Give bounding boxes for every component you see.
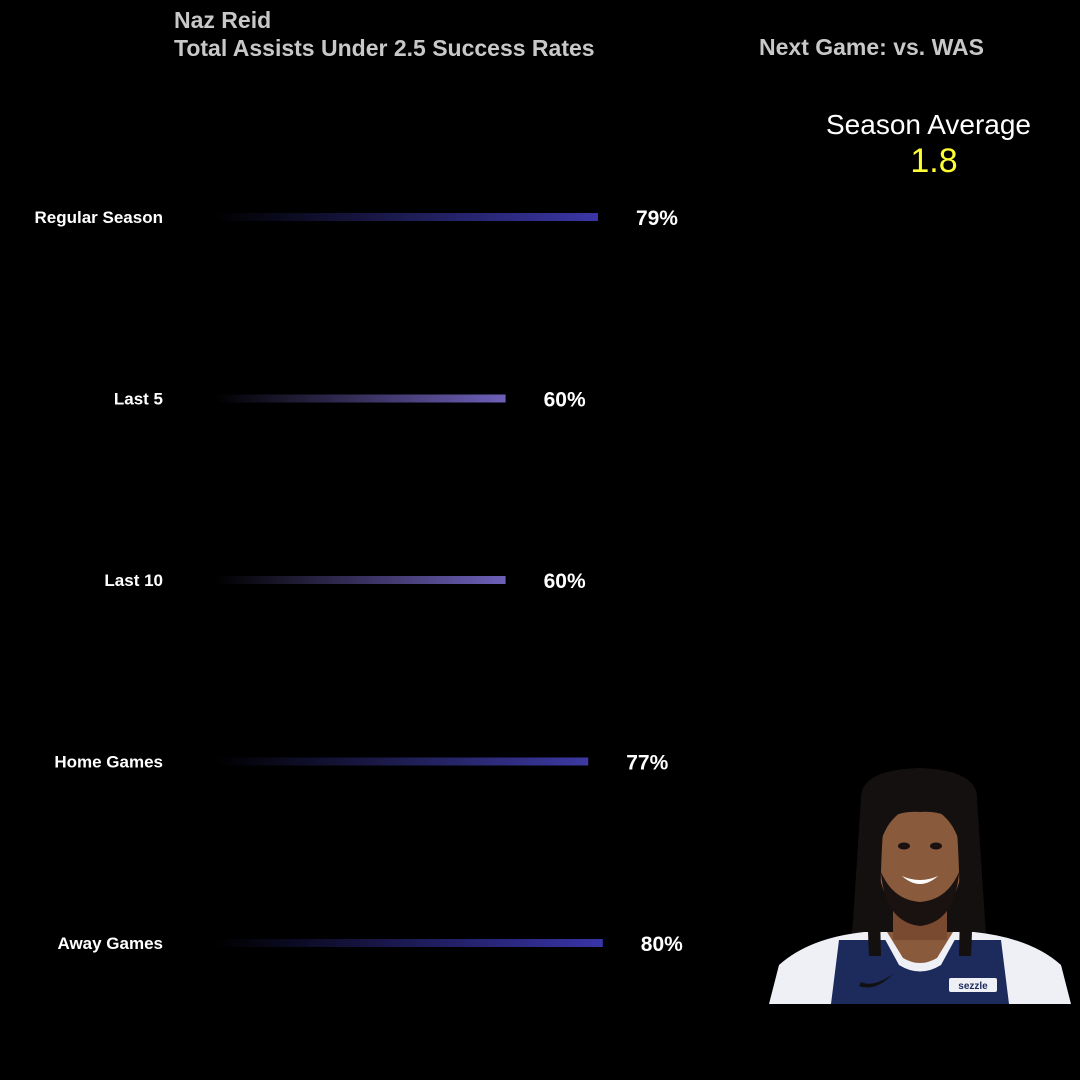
bar-0: [214, 213, 598, 221]
value-label-1: 60%: [544, 389, 586, 412]
chart-title: Naz Reid Total Assists Under 2.5 Success…: [174, 6, 595, 62]
bar-2: [214, 576, 506, 584]
value-label-0: 79%: [636, 207, 678, 230]
bar-3: [214, 757, 589, 766]
value-label-3: 77%: [626, 752, 668, 775]
category-label-1: Last 5: [114, 390, 163, 409]
season-average-value: 1.8: [910, 142, 958, 180]
player-headshot-icon: sezzle: [769, 768, 1071, 1004]
season-average-label: Season Average: [826, 109, 1031, 140]
bar-1: [214, 394, 506, 403]
chart-subtitle: Total Assists Under 2.5 Success Rates: [174, 35, 595, 61]
next-game-label: Next Game: vs. WAS: [759, 34, 984, 60]
player-name: Naz Reid: [174, 7, 272, 33]
category-label-2: Last 10: [104, 571, 163, 590]
category-label-4: Away Games: [57, 934, 163, 953]
category-label-0: Regular Season: [35, 208, 164, 227]
jersey-sponsor-text: sezzle: [958, 981, 988, 992]
value-label-4: 80%: [641, 933, 683, 956]
category-label-3: Home Games: [54, 753, 163, 772]
bar-4: [214, 939, 603, 947]
value-label-2: 60%: [544, 570, 586, 593]
